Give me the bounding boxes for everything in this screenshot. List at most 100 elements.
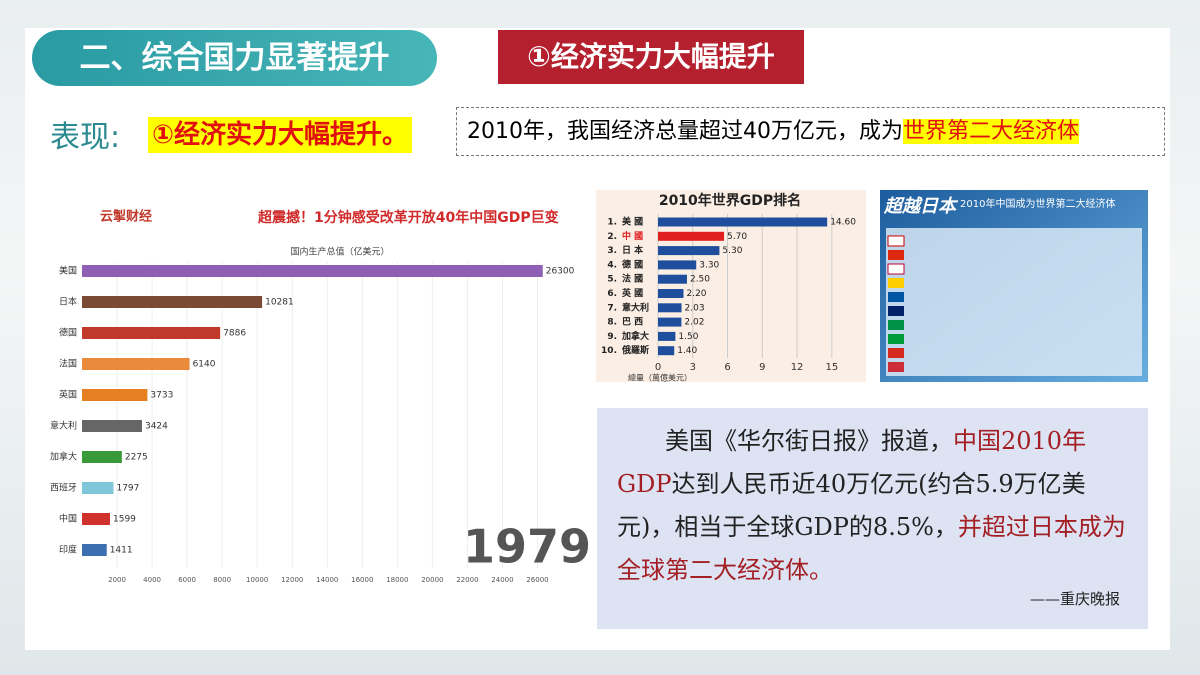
- value-label: 5.70: [727, 232, 747, 242]
- quote-text: 美国《华尔街日报》报道，: [665, 427, 953, 455]
- value-label: 1599: [113, 515, 136, 525]
- category-label: 意大利: [622, 301, 649, 313]
- category-label: 英 國: [621, 287, 643, 299]
- bar: [658, 246, 720, 256]
- x-tick-label: 9: [759, 362, 765, 373]
- x-tick-label: 12: [791, 362, 804, 373]
- value-label: 3424: [145, 422, 168, 432]
- bar: [82, 513, 111, 525]
- bar: [658, 346, 675, 356]
- rank-label: 4.: [607, 260, 617, 270]
- flag: [888, 250, 904, 260]
- category-label: 加拿大: [621, 330, 649, 342]
- rank-label: 6.: [607, 289, 617, 299]
- flags: [887, 235, 905, 372]
- gdp-axis-label: 總量（萬億美元）: [628, 373, 692, 383]
- bar: [658, 331, 676, 341]
- value-label: 14.60: [830, 218, 856, 228]
- category-label: 美 國: [622, 216, 643, 228]
- statement-emphasis: 世界第二大经济体: [902, 119, 1079, 144]
- quote: 美国《华尔街日报》报道，中国2010年GDP达到人民币近40万亿元(约合5.9万…: [597, 408, 1148, 629]
- value-label: 5.30: [722, 246, 742, 256]
- rank-label: 1.: [607, 218, 617, 228]
- x-tick-label: 15: [825, 362, 838, 373]
- value-label: 10281: [265, 298, 294, 308]
- flag: [887, 263, 905, 275]
- x-tick-label: 26000: [526, 576, 548, 584]
- bar: [82, 451, 122, 463]
- x-tick-label: 18000: [386, 576, 408, 584]
- category-label: 英国: [59, 389, 77, 401]
- performance-label: 表现:: [50, 120, 121, 155]
- race-title: 超震撼！1分钟感受改革开放40年中国GDP巨变: [257, 209, 559, 226]
- value-label: 1.50: [678, 332, 698, 342]
- category-label: 中 國: [622, 230, 643, 242]
- rank-label: 7.: [607, 303, 617, 313]
- value-label: 2.50: [690, 275, 710, 285]
- bar: [658, 231, 725, 241]
- statement-box: 2010年，我国经济总量超过40万亿元，成为世界第二大经济体: [456, 107, 1165, 156]
- race-year: 1979: [463, 520, 591, 574]
- quote-emphasis: 并超过日本成为全球第二大经济体。: [617, 513, 1126, 584]
- category-label: 日 本: [622, 244, 644, 256]
- category-label: 中国: [59, 513, 77, 525]
- flag: [888, 306, 904, 316]
- bar: [82, 358, 190, 370]
- flag: [888, 292, 904, 302]
- x-tick-label: 14000: [316, 576, 338, 584]
- value-label: 7886: [223, 329, 246, 339]
- bar: [82, 327, 221, 339]
- flag: [888, 362, 904, 372]
- x-tick-label: 22000: [456, 576, 478, 584]
- rank-label: 10.: [601, 346, 617, 356]
- value-label: 26300: [546, 267, 575, 277]
- rank-label: 5.: [607, 275, 617, 285]
- value-label: 1411: [110, 546, 133, 556]
- flag: [888, 278, 904, 288]
- bar: [658, 260, 697, 270]
- value-label: 3733: [150, 391, 173, 401]
- section-title: 二、综合国力显著提升: [32, 30, 437, 86]
- bar: [658, 303, 682, 313]
- quote-text: 达到人民币近40万亿元(约合5.9万亿美元)，相当于全球GDP的8.5%，: [617, 470, 1086, 541]
- value-label: 6140: [193, 360, 216, 370]
- performance-highlight: ①经济实力大幅提升。: [148, 117, 413, 153]
- category-label: 法国: [59, 358, 77, 370]
- flag: [888, 348, 904, 358]
- gdp-title: 2010年世界GDP排名: [659, 192, 801, 209]
- japan-image-title: 超越日本: [883, 196, 959, 217]
- bar: [82, 544, 107, 556]
- rank-label: 8.: [607, 318, 617, 328]
- value-label: 3.30: [699, 260, 719, 270]
- rank-label: 2.: [607, 232, 617, 242]
- race-logo: 云掣财经: [100, 209, 152, 225]
- flag: [888, 334, 904, 344]
- statement: 2010年，我国经济总量超过40万亿元，成为: [467, 119, 903, 144]
- category-label: 法 國: [622, 273, 643, 285]
- bar: [658, 274, 687, 284]
- category-label: 德 國: [622, 258, 643, 270]
- x-tick-label: 12000: [281, 576, 303, 584]
- bar: [82, 420, 142, 432]
- x-tick-label: 3: [690, 362, 696, 373]
- badge: ①经济实力大幅提升: [498, 30, 804, 84]
- quote-source: ——重庆晚报: [1030, 590, 1121, 608]
- value-label: 1.40: [677, 346, 697, 356]
- bar: [658, 217, 828, 227]
- x-tick-label: 6: [724, 362, 730, 373]
- bar: [658, 317, 682, 327]
- value-label: 1797: [116, 484, 139, 494]
- x-tick-label: 0: [655, 362, 661, 373]
- x-tick-label: 8000: [213, 576, 231, 584]
- bar: [82, 389, 148, 401]
- x-tick-label: 2000: [108, 576, 126, 584]
- category-label: 意大利: [50, 420, 77, 432]
- x-tick-label: 4000: [143, 576, 161, 584]
- rank-label: 3.: [607, 246, 617, 256]
- bar: [82, 482, 114, 494]
- category-label: 印度: [59, 544, 77, 556]
- bar: [82, 296, 263, 308]
- value-label: 2275: [125, 453, 148, 463]
